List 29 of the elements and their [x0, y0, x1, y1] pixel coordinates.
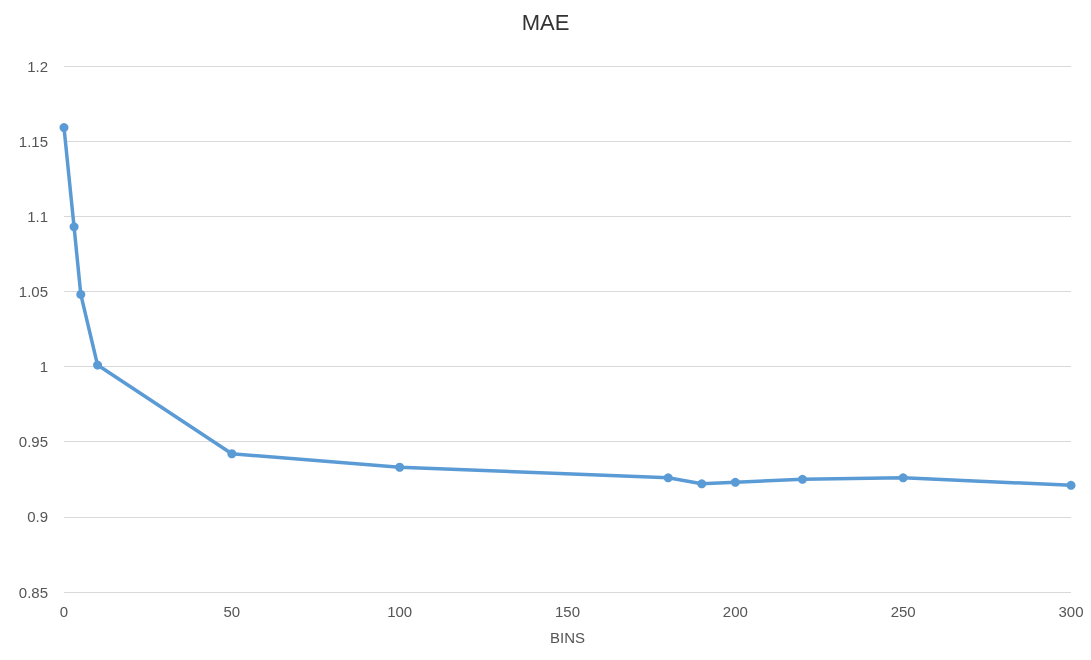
x-tick-label: 250 [890, 603, 916, 620]
x-tick-label: 300 [1058, 603, 1084, 620]
chart-title: MAE [521, 9, 570, 35]
y-tick-label: 1.2 [27, 57, 48, 75]
x-tick-label: 0 [59, 603, 69, 620]
y-tick-label: 1.15 [18, 132, 48, 150]
y-tick-label: 0.95 [18, 433, 48, 451]
y-tick-label: 1.1 [27, 207, 48, 225]
x-tick-label: 200 [722, 603, 748, 620]
y-tick-label: 0.9 [27, 508, 48, 526]
point [797, 474, 807, 484]
point [697, 479, 707, 489]
x-tick-label: 50 [223, 603, 241, 620]
point [69, 222, 79, 232]
point [730, 477, 740, 487]
x-tick-label: 150 [554, 603, 581, 620]
point [1066, 480, 1076, 490]
point [59, 123, 69, 133]
y-tick-label: 0.85 [18, 583, 48, 601]
y-tick-label: 1 [39, 358, 48, 376]
point [227, 449, 237, 459]
point [395, 462, 405, 472]
point [93, 360, 103, 370]
point [76, 289, 86, 299]
point [898, 473, 908, 483]
x-axis-title: BINS [549, 629, 586, 646]
point [663, 473, 673, 483]
y-tick-label: 1.05 [18, 282, 48, 300]
x-tick-label: 100 [387, 603, 413, 620]
